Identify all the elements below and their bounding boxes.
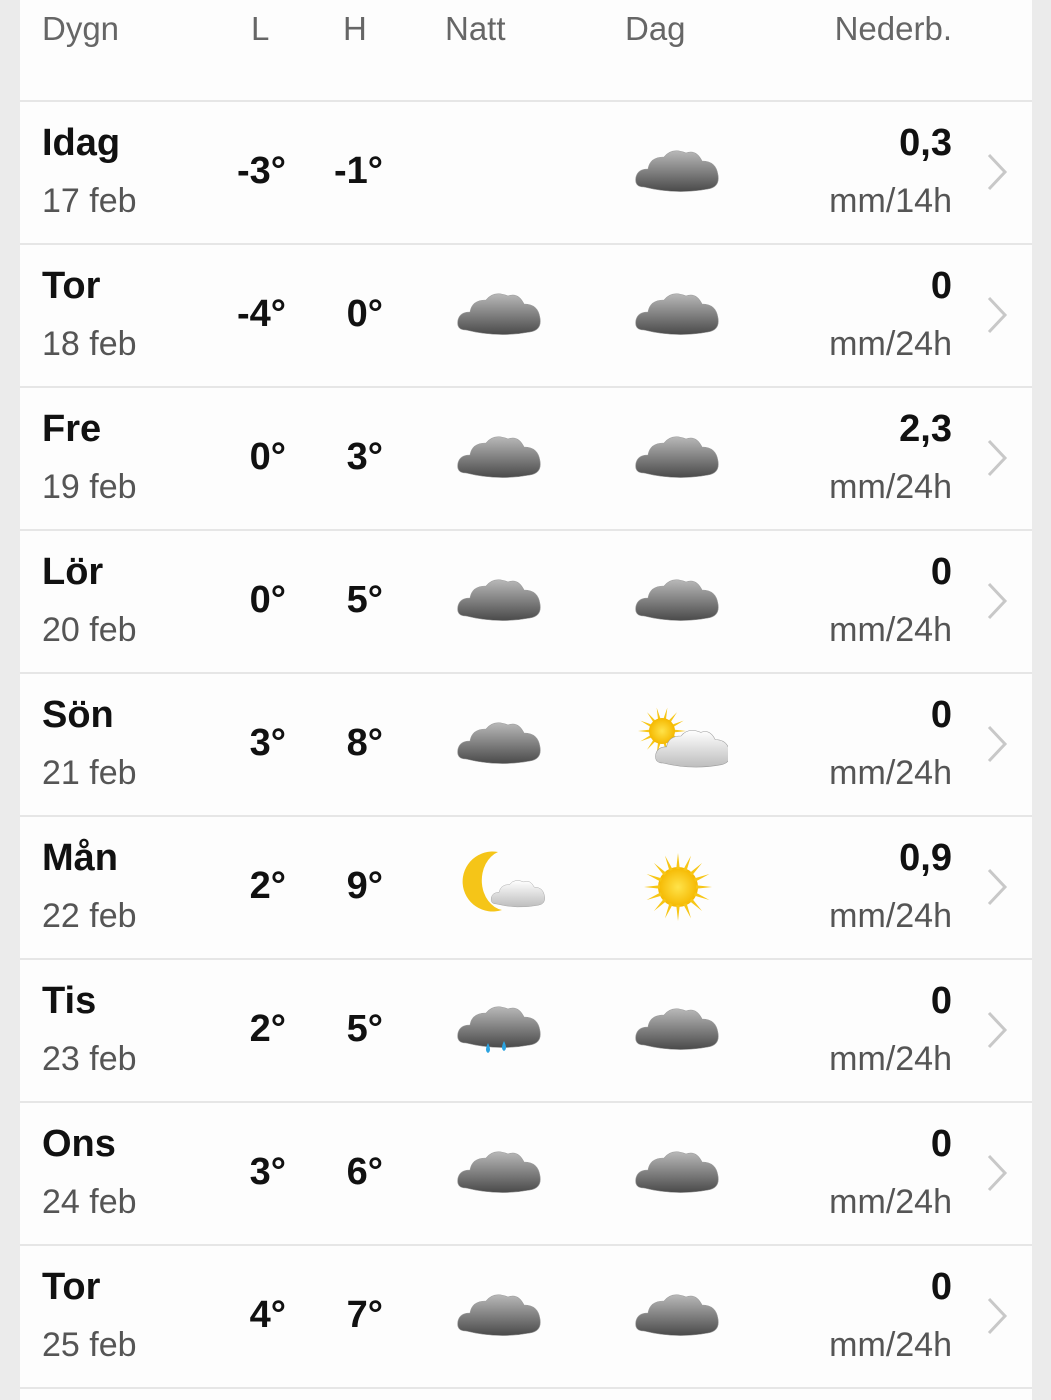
- day-name: Idag: [42, 122, 121, 164]
- chevron-right-icon[interactable]: [986, 438, 1008, 478]
- forecast-row[interactable]: Lör 20 feb 0° 5° 0 mm/24h: [20, 531, 1032, 674]
- day-date: 19 feb: [42, 468, 137, 506]
- header-low: L: [251, 10, 270, 47]
- day-name: Tor: [42, 1266, 101, 1308]
- rain-icon: [457, 1006, 541, 1053]
- precip-value: 0,3: [899, 122, 952, 164]
- day-date: 25 feb: [42, 1326, 137, 1364]
- high-temp: 5°: [346, 1008, 383, 1050]
- precip-unit: mm/24h: [829, 611, 952, 649]
- precip-value: 0,9: [899, 837, 952, 879]
- forecast-row[interactable]: Idag 17 feb -3° -1° 0,3 mm/14h: [20, 102, 1032, 245]
- precip-value: 0: [930, 551, 952, 593]
- forecast-row[interactable]: Fre 19 feb 0° 3° 2,3 mm/24h: [20, 388, 1032, 531]
- sun-icon: [644, 853, 712, 921]
- precip-unit: mm/14h: [829, 182, 952, 220]
- low-temp: 3°: [249, 722, 286, 764]
- high-temp: 3°: [346, 436, 383, 478]
- day-name: Fre: [42, 408, 102, 450]
- chevron-right-icon[interactable]: [986, 295, 1008, 335]
- low-temp: 2°: [249, 1008, 286, 1050]
- chevron-right-icon[interactable]: [986, 867, 1008, 907]
- forecast-row[interactable]: Tis 23 feb 2° 5° 0 mm/24h: [20, 960, 1032, 1103]
- day-date: 18 feb: [42, 325, 137, 363]
- cloud-icon: [457, 293, 541, 335]
- night-icon-empty: [450, 127, 550, 217]
- precip-unit: mm/24h: [829, 1040, 952, 1078]
- high-temp: 0°: [346, 293, 383, 335]
- table-header: Dygn L H Natt Dag Nederb.: [20, 0, 1032, 102]
- day-name: Tor: [42, 265, 101, 307]
- cloud-icon: [635, 293, 719, 335]
- day-date: 21 feb: [42, 754, 137, 792]
- day-date: 20 feb: [42, 611, 137, 649]
- forecast-row[interactable]: Sön 21 feb 3° 8° 0 mm/24h: [20, 674, 1032, 817]
- day-name: Mån: [42, 837, 118, 879]
- chevron-right-icon[interactable]: [986, 152, 1008, 192]
- cloud-icon: [635, 1008, 719, 1050]
- precip-unit: mm/24h: [829, 325, 952, 363]
- forecast-row[interactable]: Mån 22 feb 2° 9° 0,9 mm/24h: [20, 817, 1032, 960]
- cloud-icon: [457, 722, 541, 764]
- day-name: Lör: [42, 551, 104, 593]
- high-temp: 6°: [346, 1151, 383, 1193]
- precip-unit: mm/24h: [829, 897, 952, 935]
- day-name: Tis: [42, 980, 97, 1022]
- header-precip: Nederb.: [834, 10, 952, 47]
- forecast-row[interactable]: Ons 24 feb 3° 6° 0 mm/24h: [20, 1103, 1032, 1246]
- header-high: H: [343, 10, 367, 47]
- precip-unit: mm/24h: [829, 754, 952, 792]
- high-temp: 7°: [346, 1294, 383, 1336]
- cloud-icon: [635, 436, 719, 478]
- precip-value: 0: [930, 265, 952, 307]
- low-temp: 0°: [249, 579, 286, 621]
- precip-value: 0: [930, 1266, 952, 1308]
- day-date: 24 feb: [42, 1183, 137, 1221]
- moon-cloud-icon: [462, 851, 545, 912]
- precip-unit: mm/24h: [829, 468, 952, 506]
- high-temp: 8°: [346, 722, 383, 764]
- precip-value: 2,3: [899, 408, 952, 450]
- chevron-right-icon[interactable]: [986, 1153, 1008, 1193]
- low-temp: 2°: [249, 865, 286, 907]
- cloud-icon: [457, 1294, 541, 1336]
- partly-sunny-icon: [638, 707, 728, 768]
- header-day: Dygn: [42, 10, 120, 47]
- forecast-row[interactable]: Tor 18 feb -4° 0° 0 mm/24h: [20, 245, 1032, 388]
- low-temp: 4°: [249, 1294, 286, 1336]
- forecast-table: Dygn L H Natt Dag Nederb. Idag 17 feb -3…: [20, 0, 1032, 1400]
- cloud-icon: [457, 436, 541, 478]
- cloud-icon: [457, 1151, 541, 1193]
- chevron-right-icon[interactable]: [986, 1010, 1008, 1050]
- day-name: Ons: [42, 1123, 116, 1165]
- chevron-right-icon[interactable]: [986, 1296, 1008, 1336]
- cloud-icon: [635, 1294, 719, 1336]
- low-temp: -4°: [237, 293, 286, 335]
- cloud-icon: [635, 1151, 719, 1193]
- high-temp: 9°: [346, 865, 383, 907]
- cloud-icon: [635, 150, 719, 192]
- low-temp: 3°: [249, 1151, 286, 1193]
- low-temp: -3°: [237, 150, 286, 192]
- cloud-icon: [635, 579, 719, 621]
- high-temp: -1°: [334, 150, 383, 192]
- cloud-icon: [457, 579, 541, 621]
- day-date: 17 feb: [42, 182, 137, 220]
- precip-unit: mm/24h: [829, 1183, 952, 1221]
- high-temp: 5°: [346, 579, 383, 621]
- precip-value: 0: [930, 694, 952, 736]
- forecast-row[interactable]: Tor 25 feb 4° 7° 0 mm/24h: [20, 1246, 1032, 1389]
- header-night: Natt: [445, 10, 506, 47]
- day-name: Sön: [42, 694, 114, 736]
- day-date: 23 feb: [42, 1040, 137, 1078]
- header-daytime: Dag: [625, 10, 686, 47]
- precip-value: 0: [930, 980, 952, 1022]
- chevron-right-icon[interactable]: [986, 724, 1008, 764]
- low-temp: 0°: [249, 436, 286, 478]
- precip-value: 0: [930, 1123, 952, 1165]
- precip-unit: mm/24h: [829, 1326, 952, 1364]
- day-date: 22 feb: [42, 897, 137, 935]
- chevron-right-icon[interactable]: [986, 581, 1008, 621]
